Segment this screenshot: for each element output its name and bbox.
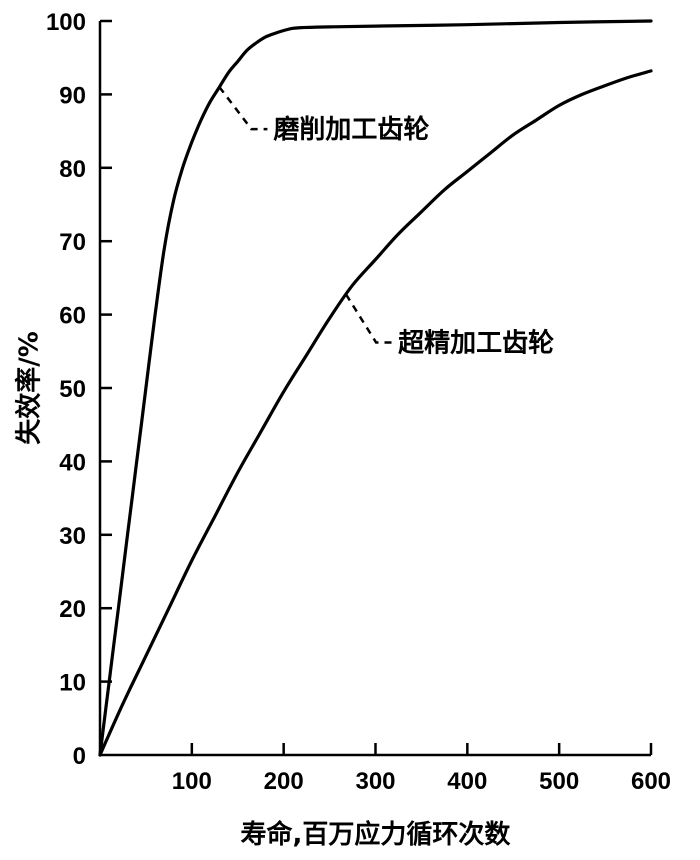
x-tick-label: 600: [631, 768, 671, 795]
x-tick-label: 200: [264, 768, 304, 795]
x-tick-label: 500: [539, 768, 579, 795]
x-axis-title: 寿命,百万应力循环次数: [241, 819, 512, 850]
y-tick-label: 20: [59, 596, 86, 623]
series-group: [98, 19, 653, 757]
y-tick-label: 70: [59, 229, 86, 256]
x-tick-label: 400: [447, 768, 487, 795]
y-tick-label: 40: [59, 449, 86, 476]
series-line-grinding: [98, 19, 653, 757]
y-axis-title: 失效率/%: [14, 331, 45, 445]
y-tick-label: 10: [59, 670, 86, 697]
leader-line: [218, 86, 268, 131]
leader-line: [345, 293, 393, 344]
y-tick-label: 30: [59, 523, 86, 550]
series-label-grinding: 磨削加工齿轮: [273, 115, 429, 145]
x-tick-label: 100: [172, 768, 212, 795]
y-tick-label: 0: [73, 743, 86, 770]
y-tick-label: 100: [46, 9, 86, 36]
y-axis-ticks: 0 10 20 30 40 50 60 70 80 90 100: [46, 9, 112, 770]
y-tick-label: 80: [59, 156, 86, 183]
x-tick-label: 300: [355, 768, 395, 795]
series-line-superfinishing: [98, 69, 653, 757]
y-tick-label: 90: [59, 82, 86, 109]
y-tick-label: 60: [59, 303, 86, 330]
x-axis-ticks: 100 200 300 400 500 600: [172, 743, 671, 795]
y-tick-label: 50: [59, 376, 86, 403]
series-label-superfinishing: 超精加工齿轮: [398, 329, 554, 359]
